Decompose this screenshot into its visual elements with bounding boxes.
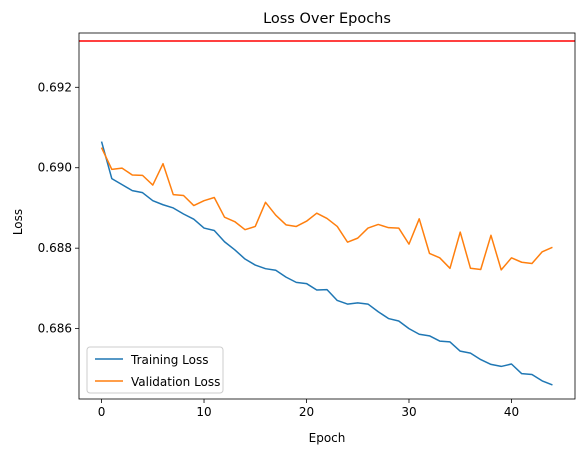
validation-loss-line [100, 147, 553, 271]
x-tick-label: 30 [401, 405, 416, 419]
training-loss-line [100, 141, 553, 386]
y-tick-label: 0.688 [38, 241, 72, 255]
y-axis-label: Loss [11, 209, 25, 235]
x-tick-label: 40 [504, 405, 519, 419]
y-tick-label: 0.692 [38, 80, 72, 94]
y-tick-label: 0.690 [38, 161, 72, 175]
x-tick-label: 10 [196, 405, 211, 419]
x-tick-label: 0 [98, 405, 106, 419]
axes-frame [78, 32, 576, 400]
legend: Training Loss Validation Loss [86, 346, 224, 394]
plot-area [79, 40, 575, 386]
legend-training-label: Training Loss [130, 353, 208, 367]
y-tick-label: 0.686 [38, 322, 72, 336]
chart-title: Loss Over Epochs [263, 11, 391, 27]
x-axis-label: Epoch [309, 431, 346, 445]
legend-validation-label: Validation Loss [131, 375, 220, 389]
axes: 0 10 20 30 40 0.686 0.688 0.690 0.692 [38, 32, 576, 419]
x-tick-label: 20 [299, 405, 314, 419]
